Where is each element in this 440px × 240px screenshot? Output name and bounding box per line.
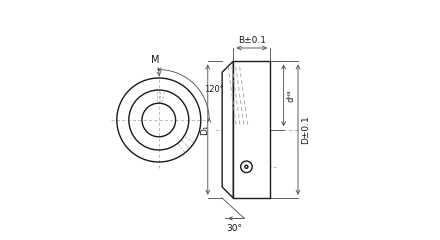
Text: B±0.1: B±0.1 [238, 36, 266, 45]
Text: 30°: 30° [227, 224, 243, 233]
Polygon shape [222, 61, 233, 198]
Text: dᴴ⁸: dᴴ⁸ [286, 89, 295, 102]
Text: M: M [151, 55, 159, 65]
Text: D±0.1: D±0.1 [301, 115, 310, 144]
Bar [233, 61, 271, 198]
Text: 120°: 120° [204, 85, 224, 94]
Text: D₁: D₁ [200, 124, 209, 135]
